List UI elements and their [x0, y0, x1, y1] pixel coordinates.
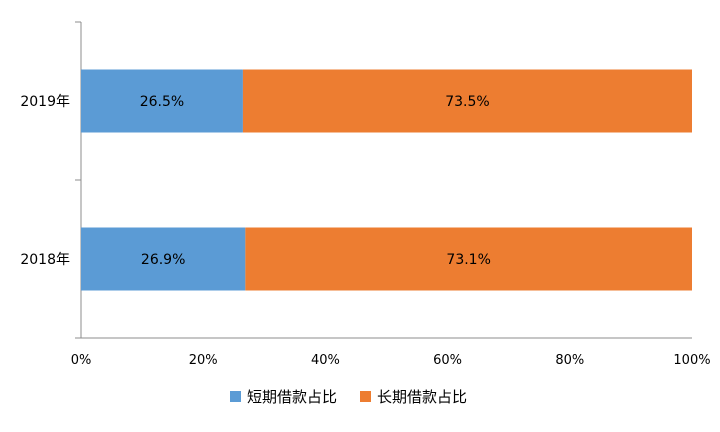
legend: 短期借款占比 长期借款占比: [230, 388, 467, 406]
bar-segment: [81, 227, 246, 291]
data-label: 73.1%: [446, 252, 490, 268]
x-tick-label: 20%: [189, 353, 218, 368]
x-tick-label: 60%: [433, 353, 462, 368]
bar-segment: [81, 69, 243, 133]
data-label: 26.9%: [141, 252, 185, 268]
bar-segment: [245, 227, 692, 291]
legend-label: 长期借款占比: [377, 388, 467, 406]
legend-swatch: [360, 391, 371, 402]
axes: [80, 22, 692, 339]
category-label: 2019年: [20, 94, 70, 110]
category-label: 2018年: [20, 252, 70, 268]
bars: [81, 69, 693, 291]
data-labels: 26.5% 73.5% 26.9% 73.1%: [140, 94, 491, 268]
y-axis-ticks: [75, 21, 81, 339]
bar-segment: [242, 69, 693, 133]
data-label: 26.5%: [140, 94, 184, 110]
x-tick-label: 100%: [673, 353, 710, 368]
data-label: 73.5%: [445, 94, 489, 110]
x-axis-tick-labels: 0% 20% 40% 60% 80% 100%: [71, 353, 711, 368]
x-tick-label: 80%: [555, 353, 584, 368]
category-labels: 2019年 2018年: [20, 94, 70, 268]
x-tick-label: 0%: [71, 353, 92, 368]
legend-label: 短期借款占比: [247, 388, 337, 406]
x-tick-label: 40%: [311, 353, 340, 368]
legend-swatch: [230, 391, 241, 402]
